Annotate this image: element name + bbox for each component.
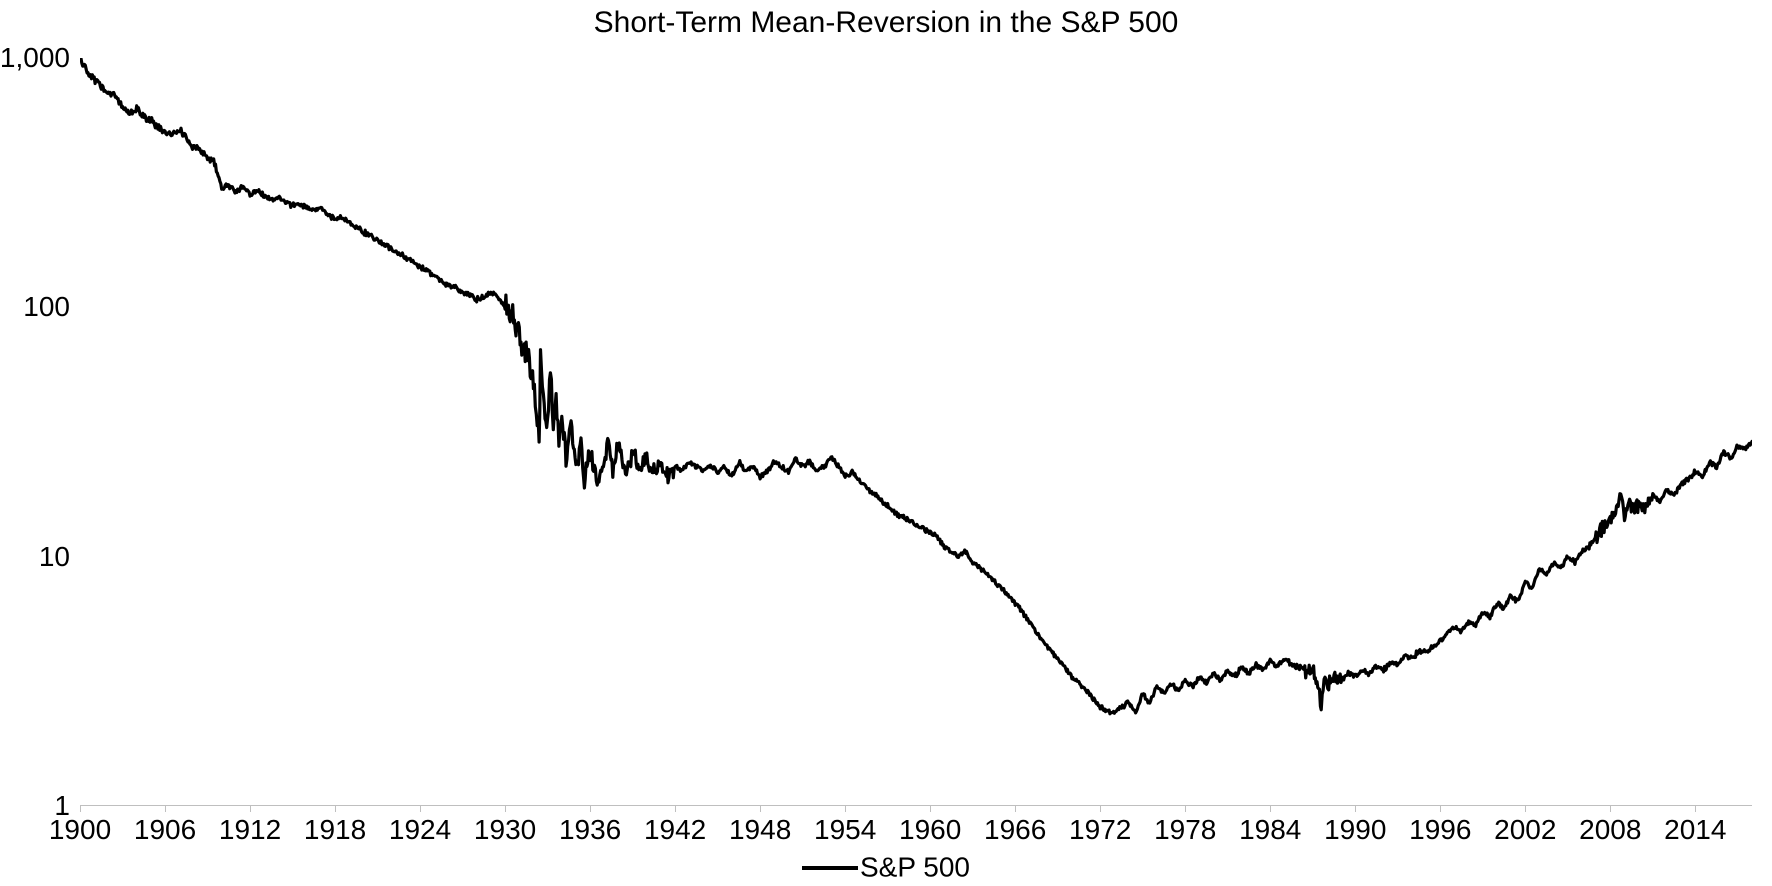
x-tick-mark bbox=[1525, 806, 1526, 812]
x-tick-label: 1918 bbox=[304, 806, 366, 846]
x-tick-label: 1948 bbox=[729, 806, 791, 846]
x-tick-label: 1954 bbox=[814, 806, 876, 846]
x-tick-mark bbox=[1440, 806, 1441, 812]
x-tick-label: 1996 bbox=[1409, 806, 1471, 846]
x-tick-label: 2008 bbox=[1579, 806, 1641, 846]
x-tick-label: 1930 bbox=[474, 806, 536, 846]
legend-swatch bbox=[802, 866, 858, 870]
x-tick-mark bbox=[335, 806, 336, 812]
x-tick-label: 1906 bbox=[134, 806, 196, 846]
x-tick-label: 1990 bbox=[1324, 806, 1386, 846]
x-tick-label: 1978 bbox=[1154, 806, 1216, 846]
line-series bbox=[80, 58, 1752, 806]
x-tick-mark bbox=[1695, 806, 1696, 812]
x-tick-mark bbox=[1355, 806, 1356, 812]
x-tick-label: 1942 bbox=[644, 806, 706, 846]
chart-container: Short-Term Mean-Reversion in the S&P 500… bbox=[0, 0, 1772, 886]
x-tick-mark bbox=[250, 806, 251, 812]
x-tick-mark bbox=[760, 806, 761, 812]
x-tick-mark bbox=[1185, 806, 1186, 812]
x-tick-mark bbox=[1100, 806, 1101, 812]
x-tick-label: 1960 bbox=[899, 806, 961, 846]
legend: S&P 500 bbox=[0, 850, 1772, 884]
x-tick-mark bbox=[590, 806, 591, 812]
x-tick-mark bbox=[420, 806, 421, 812]
x-tick-mark bbox=[1610, 806, 1611, 812]
x-tick-mark bbox=[1015, 806, 1016, 812]
y-tick-label: 10 bbox=[39, 541, 80, 573]
x-tick-label: 1924 bbox=[389, 806, 451, 846]
series-path bbox=[80, 58, 1752, 714]
x-tick-label: 2002 bbox=[1494, 806, 1556, 846]
x-tick-label: 1984 bbox=[1239, 806, 1301, 846]
x-tick-label: 2014 bbox=[1664, 806, 1726, 846]
x-tick-mark bbox=[675, 806, 676, 812]
x-tick-label: 1912 bbox=[219, 806, 281, 846]
x-tick-mark bbox=[165, 806, 166, 812]
x-tick-label: 1966 bbox=[984, 806, 1046, 846]
x-tick-mark bbox=[930, 806, 931, 812]
x-tick-mark bbox=[80, 806, 81, 812]
x-tick-mark bbox=[845, 806, 846, 812]
x-tick-mark bbox=[1270, 806, 1271, 812]
chart-title: Short-Term Mean-Reversion in the S&P 500 bbox=[0, 6, 1772, 40]
legend-label: S&P 500 bbox=[860, 852, 970, 883]
x-tick-mark bbox=[505, 806, 506, 812]
y-tick-label: 1,000 bbox=[0, 42, 80, 74]
y-tick-label: 100 bbox=[23, 291, 80, 323]
x-tick-label: 1972 bbox=[1069, 806, 1131, 846]
x-tick-label: 1900 bbox=[49, 806, 111, 846]
x-tick-label: 1936 bbox=[559, 806, 621, 846]
plot-area: 1101001,00019001906191219181924193019361… bbox=[80, 58, 1752, 806]
